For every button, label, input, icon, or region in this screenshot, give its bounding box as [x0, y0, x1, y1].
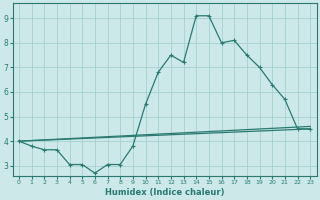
X-axis label: Humidex (Indice chaleur): Humidex (Indice chaleur) [105, 188, 224, 197]
